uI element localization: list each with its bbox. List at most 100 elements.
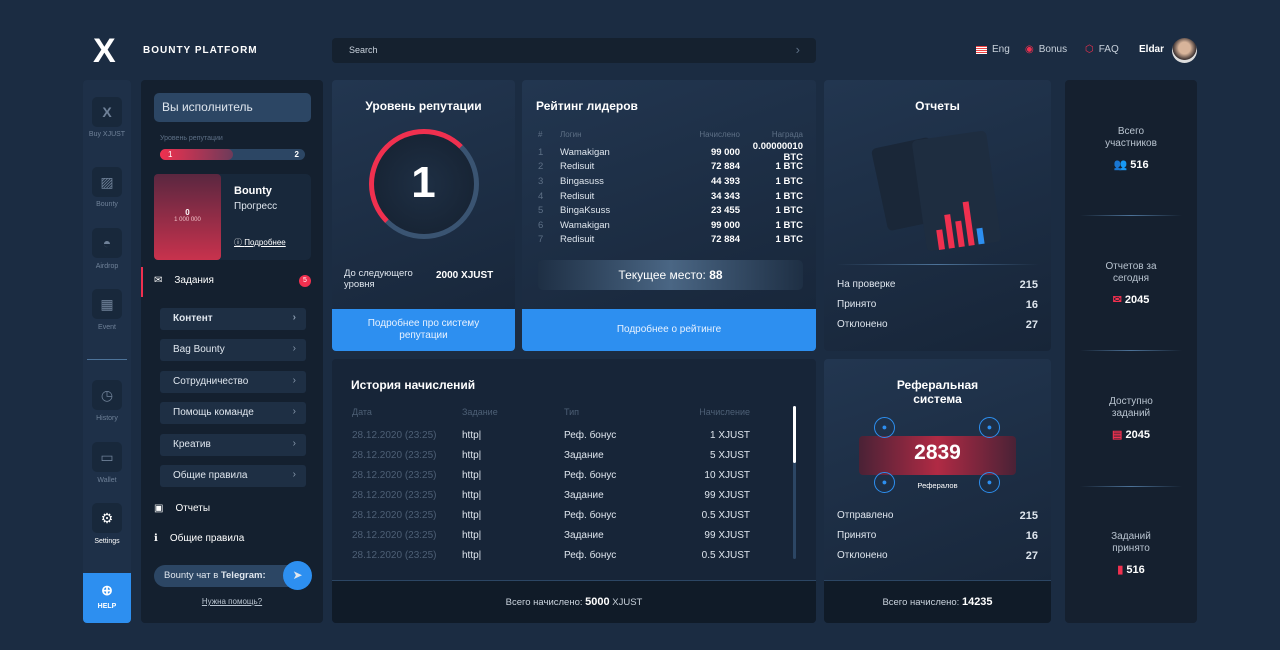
wallet-icon[interactable]: ▭ <box>92 442 122 472</box>
cell: 1 BTC <box>775 205 803 217</box>
referral-total: Всего начислено: 14235 <box>824 580 1051 623</box>
calendar-icon[interactable]: ▦ <box>92 289 122 319</box>
reputation-more-button[interactable]: Подробнее про систему репутации <box>332 309 515 351</box>
nav-wallet[interactable]: Wallet <box>97 477 117 484</box>
stat-reports-today: Отчетов за сегодня ✉ 2045 <box>1105 261 1157 306</box>
history-card: История начислений Дата Задание Тип Начисле… <box>332 359 816 623</box>
telegram-chat-button[interactable]: Bounty чат в Telegram: ➤ <box>154 561 312 590</box>
gear-icon[interactable]: ⚙ <box>92 503 122 533</box>
language-selector[interactable]: Eng <box>976 44 1010 55</box>
airdrop-icon[interactable]: ◓ <box>92 228 122 258</box>
cell: 3 <box>538 175 544 187</box>
menu-cooperation[interactable]: Сотрудничество › <box>160 371 306 393</box>
nav-history[interactable]: History <box>96 415 118 422</box>
bounty-value: 0 <box>185 208 190 217</box>
stat-row: Отправлено 215 <box>837 510 1038 522</box>
reports-item[interactable]: ▣ Отчеты <box>154 503 210 514</box>
stat-row: Принято 16 <box>837 299 1038 311</box>
need-help-link[interactable]: Нужна помощь? <box>201 597 263 606</box>
cell: Дата <box>352 407 372 417</box>
table-header: # Логин Начислено Награда <box>538 125 803 143</box>
rules-item[interactable]: ℹ Общие правила <box>154 533 244 544</box>
clock-icon[interactable]: ◷ <box>92 380 122 410</box>
chevron-right-icon: › <box>292 375 296 386</box>
cell: 1 XJUST <box>709 429 750 441</box>
nav-airdrop[interactable]: Airdrop <box>95 263 119 270</box>
faq-link[interactable]: ⬡ FAQ <box>1085 44 1119 55</box>
scrollbar[interactable] <box>793 406 796 559</box>
x-logo-icon[interactable]: X <box>92 97 122 127</box>
search-arrow-icon[interactable]: › <box>795 42 800 57</box>
cell: Bingasuss <box>560 175 604 187</box>
briefcase-icon: ▣ <box>154 503 164 514</box>
cell: BingaKsuss <box>560 205 611 217</box>
cell: 0.5 XJUST <box>701 509 750 521</box>
bonus-link[interactable]: ◉ Bonus <box>1025 44 1067 55</box>
nav-settings[interactable]: Settings <box>94 538 120 545</box>
more-link[interactable]: ⓘ Подробнее <box>234 237 286 248</box>
cell: # <box>538 129 543 139</box>
reports-title: Отчеты <box>915 99 960 113</box>
cell: Реф. бонус <box>564 469 617 481</box>
history-total: Всего начислено: 5000 XJUST <box>332 580 816 623</box>
cell: 34 343 <box>710 190 740 202</box>
menu-team-help[interactable]: Помощь команде › <box>160 402 306 424</box>
language-label: Eng <box>992 44 1010 55</box>
nav-buy-xjust[interactable]: Buy XJUST <box>88 131 126 138</box>
stat-participants: Всего участников 👥 516 <box>1105 126 1157 171</box>
chart-icon[interactable]: ▨ <box>92 167 122 197</box>
cell: 28.12.2020 (23:25) <box>352 529 437 541</box>
stat-available-tasks: Доступно заданий ▤ 2045 <box>1109 396 1153 441</box>
table-row: 28.12.2020 (23:25) http| Задание 99 XJUST <box>352 525 752 545</box>
cell: 99 XJUST <box>704 489 750 501</box>
cell: Задание <box>564 529 604 541</box>
nav-event[interactable]: Event <box>98 324 116 331</box>
file-check-icon: ▮ <box>1117 564 1124 576</box>
cell: 5 <box>538 205 544 217</box>
leaders-card: Рейтинг лидеров # Логин Начислено Награда 1 W… <box>522 80 816 351</box>
stat-row: На проверке 215 <box>837 279 1038 291</box>
user-name[interactable]: Eldar <box>1139 44 1165 55</box>
rating-more-button[interactable]: Подробнее о рейтинге <box>522 309 816 351</box>
menu-general-rules[interactable]: Общие правила › <box>160 465 306 487</box>
menu-creative[interactable]: Креатив › <box>160 434 306 456</box>
avatar[interactable] <box>1172 38 1197 63</box>
divider <box>87 359 127 360</box>
mail-icon: ✉ <box>1112 294 1122 306</box>
current-place: Текущее место: 88 <box>538 260 803 290</box>
cell: 0.5 XJUST <box>701 549 750 561</box>
help-button[interactable]: ⊕ HELP <box>83 573 131 623</box>
menu-content[interactable]: Контент › <box>160 308 306 330</box>
table-row: 3 Bingasuss 44 393 1 BTC <box>538 174 803 189</box>
cell: 23 455 <box>710 205 740 217</box>
stats-panel: Всего участников 👥 516 Отчетов за сегодня… <box>1065 80 1197 623</box>
table-row: 28.12.2020 (23:25) http| Задание 99 XJUST <box>352 485 752 505</box>
stat-row: Отклонено 27 <box>837 319 1038 331</box>
cell: 44 393 <box>710 175 740 187</box>
divider <box>1080 215 1182 216</box>
menu-bag-bounty[interactable]: Bag Bounty › <box>160 339 306 361</box>
cell: 7 <box>538 234 544 246</box>
cell: 28.12.2020 (23:25) <box>352 449 437 461</box>
cell: 99 XJUST <box>704 529 750 541</box>
nav-bounty[interactable]: Bounty <box>96 201 118 208</box>
cell: 1 <box>538 146 544 158</box>
chevron-right-icon: › <box>292 469 296 480</box>
next-level-label: До следующего уровня <box>344 268 413 290</box>
cell: http| <box>462 449 482 461</box>
cell: 1 BTC <box>775 175 803 187</box>
chevron-right-icon: › <box>292 343 296 354</box>
users-icon: 👥 <box>1113 159 1128 171</box>
reputation-level: 1 <box>411 158 436 207</box>
cell: http| <box>462 469 482 481</box>
stat-row: Принято 16 <box>837 530 1038 542</box>
rep-to: 2 <box>294 150 299 159</box>
logo[interactable]: X <box>93 32 116 70</box>
stat-row: Отклонено 27 <box>837 550 1038 562</box>
cell: 6 <box>538 219 544 231</box>
user-icon: ● <box>979 472 1000 493</box>
search-input[interactable]: Search › <box>332 38 816 63</box>
tasks-item[interactable]: ✉ Задания 5 <box>154 275 311 287</box>
cell: 28.12.2020 (23:25) <box>352 509 437 521</box>
